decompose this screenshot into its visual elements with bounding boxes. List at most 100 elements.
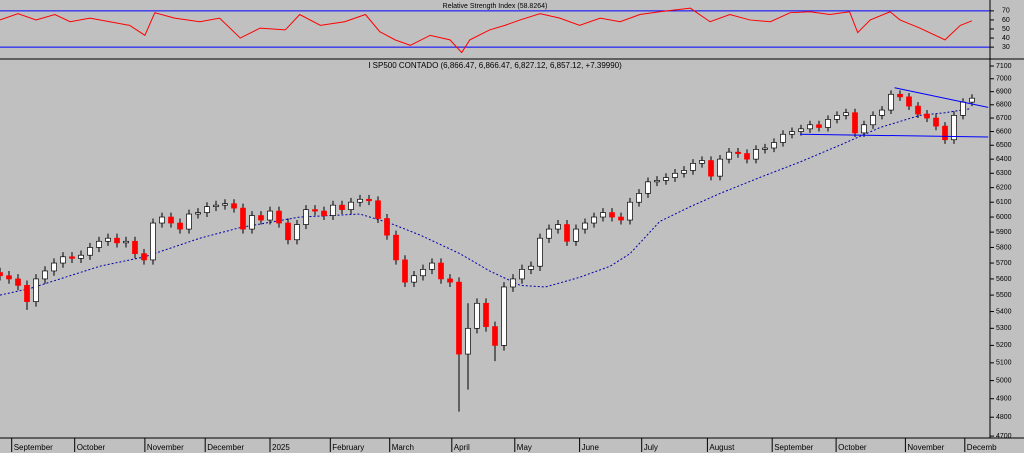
candle-body — [546, 228, 552, 239]
candle-body — [402, 259, 408, 283]
candle-body — [474, 302, 480, 329]
y-tick-label: 6500 — [996, 142, 1012, 149]
candle-body — [87, 247, 93, 256]
candle-body — [447, 278, 453, 283]
candle-body — [114, 237, 120, 244]
candle-body — [717, 158, 723, 177]
candle-body — [258, 215, 264, 221]
y-tick-label: 5900 — [996, 229, 1012, 236]
candle-body — [672, 172, 678, 178]
y-tick-label: 6400 — [996, 156, 1012, 163]
candle-body — [429, 262, 435, 270]
x-tick-label: 2025 — [272, 443, 290, 452]
candle-body — [510, 278, 516, 288]
candle-body — [411, 275, 417, 283]
trendline — [894, 87, 989, 108]
candle-body — [753, 149, 759, 160]
candle-body — [825, 119, 831, 128]
x-tick-label: November — [147, 443, 184, 452]
trendline — [800, 133, 989, 138]
y-tick-label: 5400 — [996, 308, 1012, 315]
candle-body — [969, 97, 975, 103]
candle-body — [105, 237, 111, 242]
x-tick-label: December — [207, 443, 244, 452]
candle-body — [555, 224, 561, 230]
candle-body — [213, 204, 219, 207]
candle-body — [915, 105, 921, 115]
x-tick-label: Decemb — [967, 443, 997, 452]
y-tick-label: 6100 — [996, 199, 1012, 206]
candle-body — [321, 210, 327, 216]
x-tick-label: June — [582, 443, 600, 452]
y-tick-label: 60 — [1002, 17, 1010, 24]
candle-body — [519, 269, 525, 280]
candle-body — [150, 222, 156, 261]
candle-body — [168, 216, 174, 224]
candle-body — [15, 278, 21, 286]
candle-body — [627, 201, 633, 221]
y-tick-label: 7100 — [996, 63, 1012, 70]
candle-body — [861, 124, 867, 134]
rsi-title: Relative Strength Index (58.8264) — [443, 3, 548, 10]
candle-body — [393, 234, 399, 261]
candle-body — [51, 262, 57, 272]
candle-body — [177, 222, 183, 230]
x-tick-label: September — [14, 443, 53, 452]
y-tick-label: 30 — [1002, 44, 1010, 51]
y-tick-label: 5200 — [996, 342, 1012, 349]
y-tick-label: 5800 — [996, 244, 1012, 251]
candle-body — [960, 101, 966, 116]
x-tick-label: November — [907, 443, 944, 452]
candle-body — [807, 124, 813, 130]
candle-body — [69, 256, 75, 259]
x-tick-label: October — [838, 443, 867, 452]
candle-body — [726, 151, 732, 160]
y-tick-label: 5300 — [996, 325, 1012, 332]
y-tick-label: 4800 — [996, 414, 1012, 421]
candle-body — [33, 278, 39, 302]
x-tick-label: August — [709, 443, 735, 452]
candle-body — [132, 240, 138, 255]
candle-body — [195, 212, 201, 215]
candle-body — [654, 180, 660, 183]
candle-body — [780, 133, 786, 143]
y-tick-label: 7000 — [996, 76, 1012, 83]
candle-body — [60, 256, 66, 264]
candle-body — [618, 216, 624, 221]
y-tick-label: 4900 — [996, 396, 1012, 403]
candle-body — [456, 281, 462, 355]
candle-body — [573, 228, 579, 242]
candle-body — [0, 272, 3, 277]
candle-body — [564, 224, 570, 242]
candle-body — [249, 215, 255, 230]
candle-body — [348, 201, 354, 210]
candle-body — [816, 124, 822, 128]
candle-body — [330, 204, 336, 216]
candle-body — [744, 153, 750, 160]
candle-body — [204, 206, 210, 213]
candle-body — [6, 275, 12, 280]
x-tick-label: March — [392, 443, 414, 452]
price-title: I SP500 CONTADO (6,866.47, 6,866.47, 6,8… — [368, 61, 622, 70]
y-tick-label: 6000 — [996, 214, 1012, 221]
candle-body — [375, 200, 381, 219]
candle-body — [897, 93, 903, 98]
candle-body — [240, 207, 246, 230]
candle-body — [924, 113, 930, 119]
candle-body — [843, 112, 849, 116]
candle-body — [312, 209, 318, 212]
candle-body — [771, 142, 777, 149]
candle-body — [186, 213, 192, 230]
candle-body — [267, 210, 273, 221]
candle-body — [789, 131, 795, 135]
candle-body — [681, 170, 687, 174]
candle-body — [276, 210, 282, 224]
candle-body — [609, 212, 615, 218]
moving-average — [0, 108, 971, 296]
candle-body — [528, 265, 534, 270]
candle-body — [141, 253, 147, 261]
candle-body — [942, 125, 948, 141]
y-tick-label: 70 — [1002, 8, 1010, 15]
candle-body — [951, 115, 957, 141]
candle-body — [303, 209, 309, 225]
